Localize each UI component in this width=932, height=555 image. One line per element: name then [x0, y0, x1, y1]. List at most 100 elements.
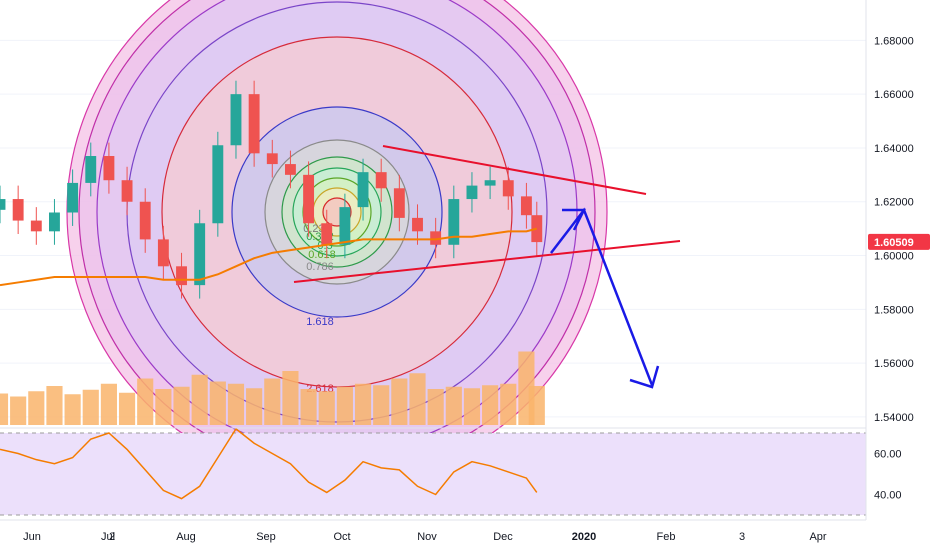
volume-bar: [10, 396, 27, 425]
price-tick-label: 1.56000: [874, 358, 914, 370]
price-tick-label: 1.64000: [874, 143, 914, 155]
fib-label: 0.786: [306, 261, 334, 273]
volume-bar: [100, 383, 117, 425]
arrowhead-up: [562, 208, 587, 231]
volume-bar: [28, 391, 45, 425]
candle-body: [121, 180, 133, 202]
candle-body: [502, 180, 514, 197]
time-tick-label: Apr: [809, 531, 826, 543]
indicator-lines: [0, 227, 538, 287]
rsi-tick-label: 40.00: [874, 490, 902, 502]
volume-bar: [318, 391, 335, 425]
volume-bars: [0, 351, 545, 425]
volume-bar: [427, 389, 444, 425]
time-tick-label: 3: [739, 531, 745, 543]
volume-bar: [227, 383, 245, 425]
volume-bar: [264, 378, 281, 425]
rsi-line: [0, 427, 538, 500]
price-tick-label: 1.54000: [874, 412, 914, 424]
price-tick-label: 1.66000: [874, 89, 914, 101]
rsi-band: [0, 433, 866, 515]
candle-body: [393, 188, 405, 218]
volume-bar: [463, 388, 481, 425]
volume-bar: [191, 374, 208, 425]
candle-body: [212, 145, 224, 224]
candlesticks: [0, 80, 543, 299]
candle-body: [49, 212, 60, 232]
candle-body: [103, 156, 115, 181]
candle-body: [484, 180, 496, 186]
candle-body: [194, 223, 206, 286]
candle-body: [157, 239, 169, 267]
time-tick-label: Jul: [101, 531, 115, 543]
volume-bar: [482, 385, 499, 425]
fib-label: 0.618: [308, 249, 336, 261]
volume-bar: [82, 389, 99, 425]
candle-body: [303, 174, 315, 224]
candle-body: [284, 164, 296, 175]
candle-body: [430, 231, 442, 245]
volume-bar: [209, 381, 226, 425]
upper-trendline: [382, 145, 647, 195]
candle-body: [67, 182, 79, 213]
time-tick-label: 2020: [572, 531, 596, 543]
drawing-annotations: [293, 145, 681, 389]
volume-bar: [354, 383, 372, 425]
last-price-label: 1.60509: [874, 237, 914, 249]
volume-bar: [118, 392, 136, 425]
axes: 1.68000 1.66000 1.64000 1.62000 1.60000 1.580…: [0, 0, 930, 543]
volume-bar: [0, 393, 9, 425]
candle-body: [176, 266, 187, 286]
time-tick-label: Jun: [23, 531, 41, 543]
volume-bar: [64, 394, 81, 425]
volume-bar: [336, 386, 353, 425]
fib-label: 1.618: [306, 316, 334, 328]
moving-average-line: [0, 227, 538, 287]
candle-body: [321, 223, 333, 245]
volume-bar: [391, 378, 408, 425]
volume-bar: [300, 389, 317, 425]
candle-body: [248, 94, 260, 154]
time-tick-label: 2: [109, 531, 115, 543]
volume-bar: [173, 386, 190, 425]
volume-bar: [373, 385, 390, 425]
volume-bar: [445, 386, 462, 425]
candle-body: [520, 196, 532, 216]
price-tick-label: 1.62000: [874, 197, 914, 209]
candle-body: [531, 215, 543, 243]
candle-body: [339, 207, 351, 245]
volume-bar: [46, 386, 63, 425]
volume-bar: [155, 389, 172, 425]
volume-bar: [246, 388, 263, 425]
time-tick-label: Nov: [417, 531, 437, 543]
time-tick-label: Dec: [493, 531, 513, 543]
candle-body: [266, 153, 278, 165]
rsi-pane: [0, 427, 866, 516]
time-tick-label: Oct: [333, 531, 350, 543]
candle-body: [139, 201, 151, 240]
volume-bar: [409, 373, 426, 425]
candle-body: [466, 185, 478, 200]
time-tick-label: Sep: [256, 531, 276, 543]
volume-bar: [528, 386, 545, 425]
time-tick-label: Aug: [176, 531, 196, 543]
time-tick-label: Feb: [657, 531, 676, 543]
lower-trendline: [293, 240, 681, 283]
arrowhead-down: [629, 365, 660, 389]
price-tick-label: 1.68000: [874, 35, 914, 47]
volume-bar: [500, 383, 517, 425]
volume-bar: [282, 371, 299, 425]
candle-body: [357, 172, 369, 208]
price-tick-label: 1.60000: [874, 251, 914, 263]
price-tick-label: 1.58000: [874, 304, 914, 316]
candle-body: [0, 199, 6, 210]
rsi-tick-label: 60.00: [874, 449, 902, 461]
candle-body: [12, 199, 24, 221]
candle-body: [85, 156, 97, 183]
candle-body: [30, 220, 42, 232]
last-price-badge: [868, 233, 930, 250]
candle-body: [412, 217, 423, 232]
volume-bar: [137, 378, 154, 425]
candle-body: [448, 199, 460, 245]
